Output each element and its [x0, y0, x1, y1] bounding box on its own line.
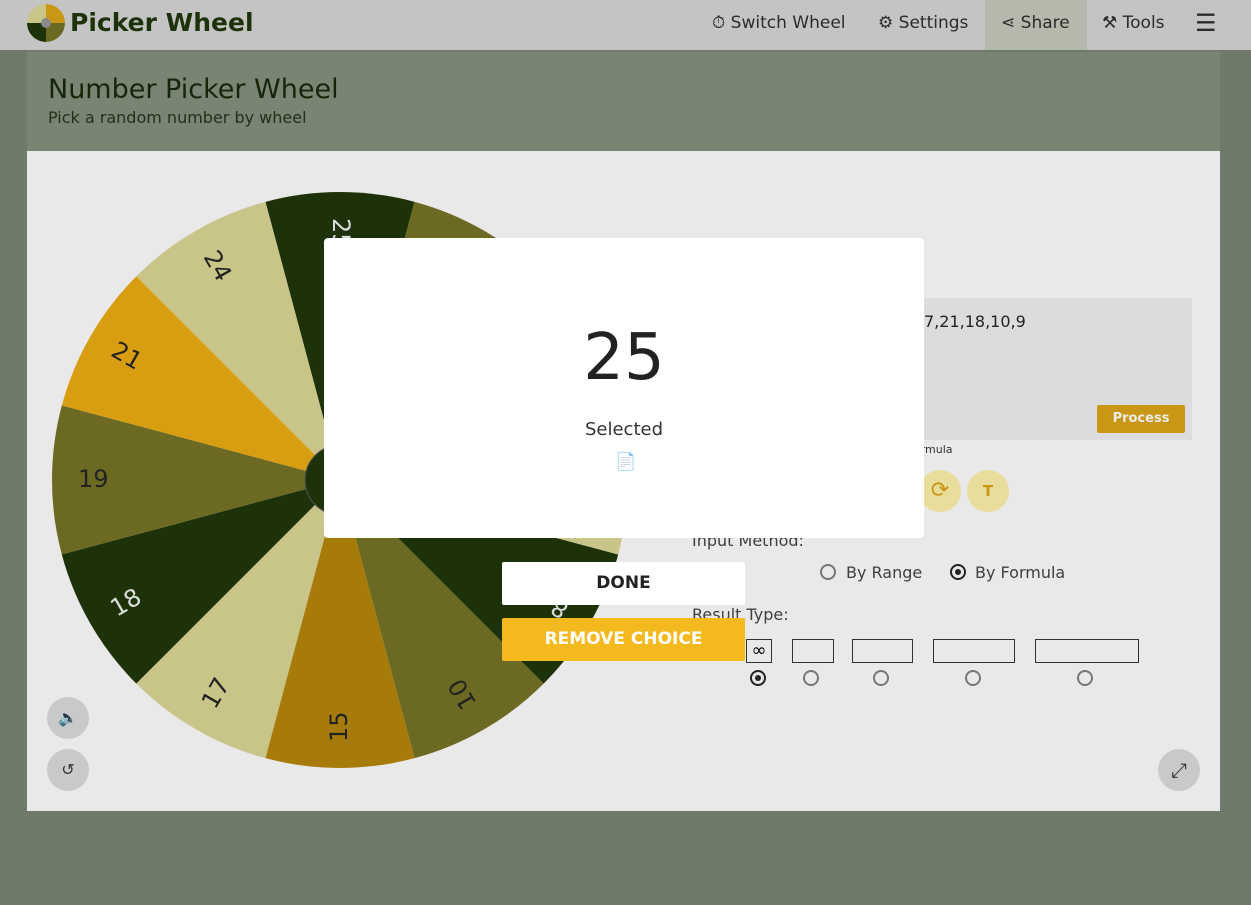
method-option: By Range: [846, 563, 923, 582]
result-dialog: 25 Selected 📄: [324, 238, 924, 538]
process-button[interactable]: Process: [1097, 405, 1185, 433]
radio-result[interactable]: [803, 670, 819, 686]
page-title: Number Picker Wheel: [48, 74, 339, 105]
history-button[interactable]: ↺: [47, 749, 89, 791]
nav-settings[interactable]: ⚙ Settings: [878, 13, 969, 33]
radio-formula[interactable]: [950, 564, 966, 580]
nav-label: Tools: [1122, 13, 1165, 33]
wheel-segment: [136, 480, 340, 759]
wheel-label: 15: [325, 711, 353, 742]
brand[interactable]: Picker Wheel: [70, 8, 254, 37]
logo: [27, 4, 65, 42]
nav-tools[interactable]: ⚒ Tools: [1102, 13, 1165, 33]
method-option: By Formula: [975, 563, 1066, 582]
wheel-segment: [265, 480, 415, 768]
nav-switch-wheel[interactable]: ⏱ Switch Wheel: [712, 13, 846, 33]
result-type-box[interactable]: [852, 639, 913, 663]
result-value: 25: [583, 321, 665, 395]
title-bar: Number Picker Wheel Pick a random number…: [27, 52, 1220, 151]
wheel-segment: [52, 405, 341, 555]
remove-choice-button[interactable]: REMOVE CHOICE: [502, 618, 745, 661]
result-type-infinite[interactable]: ∞: [746, 639, 772, 663]
result-type-box[interactable]: [1035, 639, 1139, 663]
input-text: 7,21,18,10,9: [924, 312, 1026, 331]
nav-label: Settings: [898, 13, 969, 33]
radio-result[interactable]: [965, 670, 981, 686]
header: Picker Wheel ⏱ Switch Wheel ⚙ Settings ⋖…: [0, 0, 1251, 50]
result-type-box[interactable]: [792, 639, 834, 663]
shuffle-button[interactable]: ⟳: [919, 470, 961, 512]
page-subtitle: Pick a random number by wheel: [48, 108, 307, 127]
menu-button[interactable]: ☰: [1195, 9, 1217, 37]
radio-result[interactable]: [750, 670, 766, 686]
result-type-box[interactable]: [933, 639, 1015, 663]
wheel-segment: [340, 480, 544, 759]
sound-button[interactable]: 🔈: [47, 697, 89, 739]
result-caption: Selected: [584, 419, 664, 440]
wheel-label: 19: [78, 465, 109, 493]
done-button[interactable]: DONE: [502, 562, 745, 605]
wheel-segment: [61, 480, 341, 684]
fullscreen-button[interactable]: ⤢: [1158, 749, 1200, 791]
nav-label: Share: [1020, 13, 1070, 33]
nav-label: Switch Wheel: [730, 13, 846, 33]
wheel-segment: [61, 276, 341, 480]
text-button[interactable]: T: [967, 470, 1009, 512]
radio-range[interactable]: [820, 564, 836, 580]
radio-result[interactable]: [873, 670, 889, 686]
radio-result[interactable]: [1077, 670, 1093, 686]
wheel-segment: [136, 201, 340, 480]
notes-icon[interactable]: 📄: [615, 452, 637, 472]
nav-share[interactable]: ⋖ Share: [985, 0, 1087, 50]
